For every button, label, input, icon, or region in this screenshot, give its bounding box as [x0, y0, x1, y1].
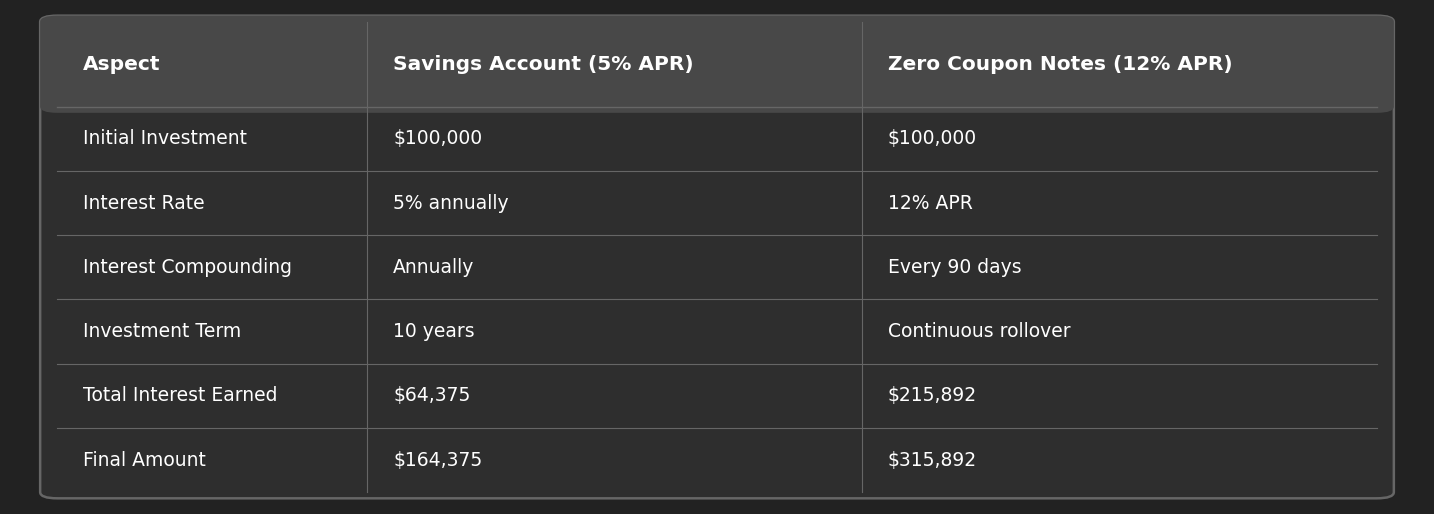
Text: Annually: Annually — [393, 258, 475, 277]
Text: 12% APR: 12% APR — [888, 194, 972, 212]
Text: 10 years: 10 years — [393, 322, 475, 341]
Text: Total Interest Earned: Total Interest Earned — [83, 387, 278, 405]
Text: $100,000: $100,000 — [393, 130, 482, 148]
Text: Every 90 days: Every 90 days — [888, 258, 1021, 277]
Text: Continuous rollover: Continuous rollover — [888, 322, 1071, 341]
Text: $315,892: $315,892 — [888, 451, 977, 469]
Text: $64,375: $64,375 — [393, 387, 470, 405]
Text: Final Amount: Final Amount — [83, 451, 206, 469]
FancyBboxPatch shape — [40, 15, 1394, 499]
Text: Zero Coupon Notes (12% APR): Zero Coupon Notes (12% APR) — [888, 55, 1233, 74]
FancyBboxPatch shape — [40, 15, 1394, 113]
Text: $164,375: $164,375 — [393, 451, 482, 469]
Text: $100,000: $100,000 — [888, 130, 977, 148]
Bar — [57, 64, 1377, 107]
Text: 5% annually: 5% annually — [393, 194, 509, 212]
Text: Interest Rate: Interest Rate — [83, 194, 205, 212]
Text: Aspect: Aspect — [83, 55, 161, 74]
Text: Investment Term: Investment Term — [83, 322, 241, 341]
Text: Savings Account (5% APR): Savings Account (5% APR) — [393, 55, 694, 74]
Text: Interest Compounding: Interest Compounding — [83, 258, 293, 277]
Text: Initial Investment: Initial Investment — [83, 130, 247, 148]
Text: $215,892: $215,892 — [888, 387, 977, 405]
